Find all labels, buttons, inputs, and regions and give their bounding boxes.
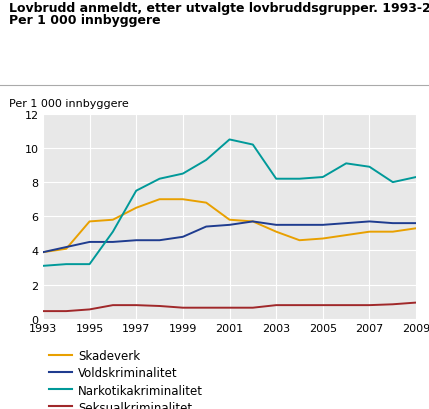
Line: Narkotikakriminalitet: Narkotikakriminalitet bbox=[43, 140, 416, 266]
Voldskriminalitet bbox=[110, 240, 115, 245]
Seksualkriminalitet bbox=[87, 307, 92, 312]
Narkotikakriminalitet bbox=[297, 177, 302, 182]
Voldskriminalitet bbox=[274, 223, 279, 228]
Narkotikakriminalitet bbox=[320, 175, 326, 180]
Skadeverk bbox=[157, 197, 162, 202]
Narkotikakriminalitet bbox=[134, 189, 139, 194]
Voldskriminalitet bbox=[63, 245, 69, 250]
Narkotikakriminalitet bbox=[40, 264, 45, 269]
Seksualkriminalitet bbox=[250, 306, 255, 310]
Skadeverk bbox=[320, 236, 326, 241]
Narkotikakriminalitet bbox=[204, 158, 209, 163]
Skadeverk bbox=[390, 230, 396, 235]
Seksualkriminalitet bbox=[157, 304, 162, 309]
Voldskriminalitet bbox=[297, 223, 302, 228]
Seksualkriminalitet bbox=[40, 309, 45, 314]
Skadeverk bbox=[414, 226, 419, 231]
Voldskriminalitet bbox=[204, 225, 209, 229]
Text: Lovbrudd anmeldt, etter utvalgte lovbruddsgrupper. 1993-2009.: Lovbrudd anmeldt, etter utvalgte lovbrud… bbox=[9, 2, 429, 15]
Legend: Skadeverk, Voldskriminalitet, Narkotikakriminalitet, Seksualkriminalitet: Skadeverk, Voldskriminalitet, Narkotikak… bbox=[49, 349, 203, 409]
Narkotikakriminalitet bbox=[390, 180, 396, 185]
Seksualkriminalitet bbox=[274, 303, 279, 308]
Seksualkriminalitet bbox=[344, 303, 349, 308]
Voldskriminalitet bbox=[367, 219, 372, 224]
Narkotikakriminalitet bbox=[250, 143, 255, 148]
Narkotikakriminalitet bbox=[227, 137, 232, 143]
Voldskriminalitet bbox=[320, 223, 326, 228]
Voldskriminalitet bbox=[414, 221, 419, 226]
Seksualkriminalitet bbox=[110, 303, 115, 308]
Text: Per 1 000 innbyggere: Per 1 000 innbyggere bbox=[9, 99, 128, 108]
Skadeverk bbox=[40, 250, 45, 255]
Voldskriminalitet bbox=[157, 238, 162, 243]
Skadeverk bbox=[134, 206, 139, 211]
Seksualkriminalitet bbox=[227, 306, 232, 310]
Narkotikakriminalitet bbox=[63, 262, 69, 267]
Seksualkriminalitet bbox=[320, 303, 326, 308]
Narkotikakriminalitet bbox=[274, 177, 279, 182]
Line: Seksualkriminalitet: Seksualkriminalitet bbox=[43, 303, 416, 311]
Seksualkriminalitet bbox=[390, 302, 396, 307]
Narkotikakriminalitet bbox=[110, 230, 115, 235]
Seksualkriminalitet bbox=[414, 300, 419, 305]
Skadeverk bbox=[63, 247, 69, 252]
Skadeverk bbox=[250, 219, 255, 224]
Narkotikakriminalitet bbox=[414, 175, 419, 180]
Seksualkriminalitet bbox=[367, 303, 372, 308]
Voldskriminalitet bbox=[344, 221, 349, 226]
Seksualkriminalitet bbox=[134, 303, 139, 308]
Voldskriminalitet bbox=[134, 238, 139, 243]
Narkotikakriminalitet bbox=[344, 162, 349, 166]
Seksualkriminalitet bbox=[204, 306, 209, 310]
Narkotikakriminalitet bbox=[180, 172, 185, 177]
Narkotikakriminalitet bbox=[367, 165, 372, 170]
Skadeverk bbox=[87, 219, 92, 224]
Seksualkriminalitet bbox=[63, 309, 69, 314]
Voldskriminalitet bbox=[87, 240, 92, 245]
Skadeverk bbox=[367, 230, 372, 235]
Narkotikakriminalitet bbox=[87, 262, 92, 267]
Line: Skadeverk: Skadeverk bbox=[43, 200, 416, 252]
Voldskriminalitet bbox=[250, 219, 255, 224]
Line: Voldskriminalitet: Voldskriminalitet bbox=[43, 222, 416, 252]
Seksualkriminalitet bbox=[180, 306, 185, 310]
Skadeverk bbox=[227, 218, 232, 222]
Skadeverk bbox=[180, 197, 185, 202]
Skadeverk bbox=[297, 238, 302, 243]
Skadeverk bbox=[110, 218, 115, 222]
Text: Per 1 000 innbyggere: Per 1 000 innbyggere bbox=[9, 14, 160, 27]
Voldskriminalitet bbox=[227, 223, 232, 228]
Narkotikakriminalitet bbox=[157, 177, 162, 182]
Voldskriminalitet bbox=[390, 221, 396, 226]
Skadeverk bbox=[204, 201, 209, 206]
Skadeverk bbox=[344, 233, 349, 238]
Voldskriminalitet bbox=[40, 250, 45, 255]
Skadeverk bbox=[274, 230, 279, 235]
Voldskriminalitet bbox=[180, 235, 185, 240]
Seksualkriminalitet bbox=[297, 303, 302, 308]
